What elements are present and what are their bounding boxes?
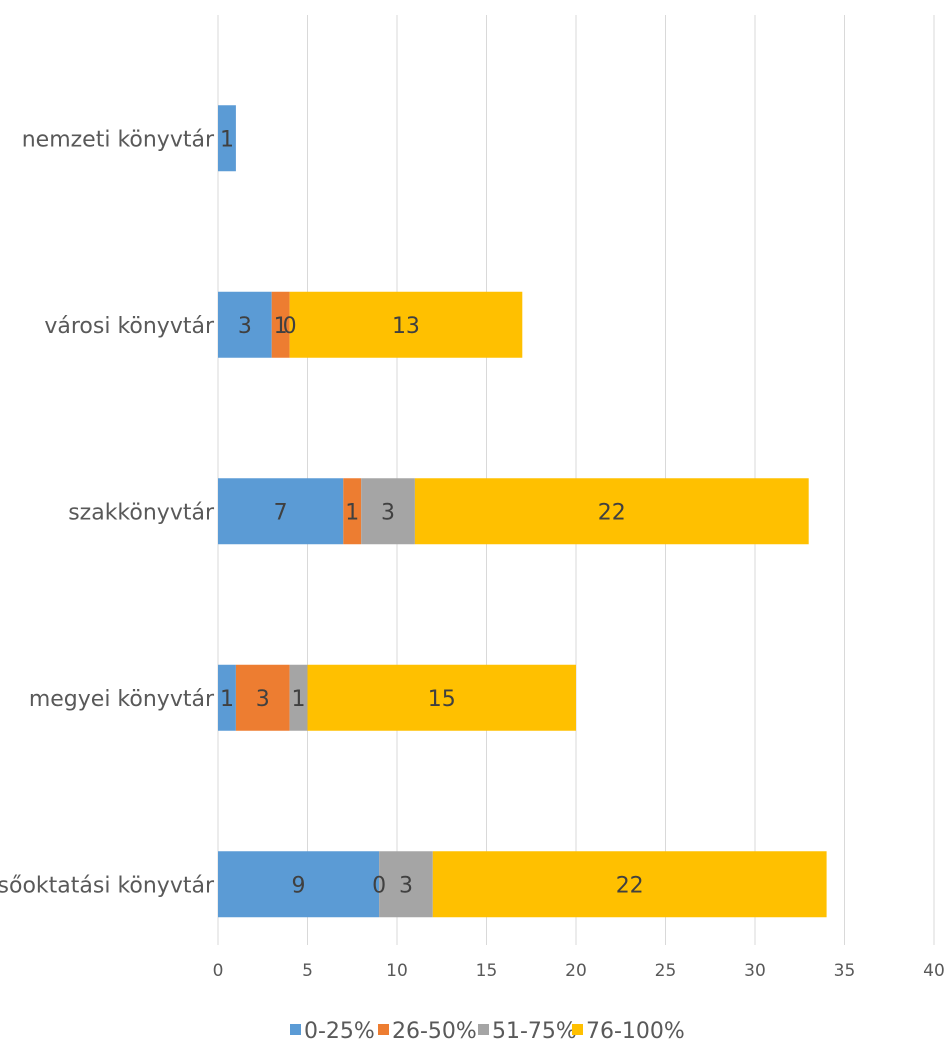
data-label: 1 — [345, 500, 359, 525]
data-label: 1 — [292, 687, 306, 712]
data-label: 0 — [283, 314, 297, 339]
category-label: megyei könyvtár — [29, 687, 215, 712]
legend-label: 26-50% — [392, 1019, 477, 1044]
bar-segment — [218, 478, 344, 545]
data-label: 1 — [220, 127, 234, 152]
bar-segment — [343, 478, 362, 545]
data-label: 1 — [274, 314, 288, 339]
data-label: 22 — [616, 873, 644, 898]
category-label: városi könyvtár — [44, 314, 215, 339]
x-tick-labels: 0 5 10 15 20 25 30 35 40 — [213, 961, 945, 981]
bar-segment — [235, 664, 290, 731]
data-label: 22 — [598, 500, 626, 525]
x-tick-label: 40 — [923, 961, 945, 981]
bar-segment — [414, 478, 809, 545]
data-label: 3 — [256, 687, 270, 712]
legend-label: 51-75% — [492, 1019, 577, 1044]
legend: 0-25% 26-50% 51-75% 76-100% — [290, 1019, 685, 1044]
x-tick-label: 0 — [213, 961, 224, 981]
legend-swatch — [478, 1024, 489, 1035]
bar-segment — [218, 291, 272, 358]
data-label: 1 — [220, 687, 234, 712]
x-tick-label: 35 — [834, 961, 856, 981]
legend-label: 0-25% — [304, 1019, 375, 1044]
bar-segment — [218, 851, 380, 918]
x-tick-label: 30 — [744, 961, 766, 981]
bar-segment — [218, 105, 236, 172]
category-label: felsőoktatási könyvtár — [0, 873, 215, 898]
x-tick-label: 25 — [655, 961, 677, 981]
x-tick-label: 15 — [476, 961, 498, 981]
data-label: 3 — [238, 314, 252, 339]
data-label: 3 — [399, 873, 413, 898]
data-label: 0 — [372, 873, 386, 898]
bar-segment — [271, 291, 290, 358]
data-label: 7 — [274, 500, 288, 525]
bar-segment — [289, 664, 308, 731]
data-label: 9 — [292, 873, 306, 898]
legend-swatch — [290, 1024, 301, 1035]
category-label: nemzeti könyvtár — [22, 127, 215, 152]
bars — [218, 105, 827, 918]
bar-segment — [361, 478, 415, 545]
x-tick-label: 5 — [302, 961, 313, 981]
bar-segment — [218, 664, 236, 731]
legend-swatch — [378, 1024, 389, 1035]
x-tick-label: 20 — [565, 961, 587, 981]
data-label: 15 — [428, 687, 456, 712]
bar-segment — [432, 851, 827, 918]
category-label: szakkönyvtár — [68, 500, 215, 525]
bar-segment — [379, 851, 433, 918]
bar-segment — [289, 291, 523, 358]
x-tick-label: 10 — [386, 961, 408, 981]
data-label: 13 — [392, 314, 420, 339]
data-label: 3 — [381, 500, 395, 525]
category-labels: nemzeti könyvtár városi könyvtár szakkönyv… — [0, 127, 215, 898]
legend-swatch — [572, 1024, 583, 1035]
bar-segment — [307, 664, 576, 731]
legend-label: 76-100% — [586, 1019, 685, 1044]
data-labels: 13 10 137 1 3 221 3 1 159 0 3 22 — [220, 127, 644, 898]
